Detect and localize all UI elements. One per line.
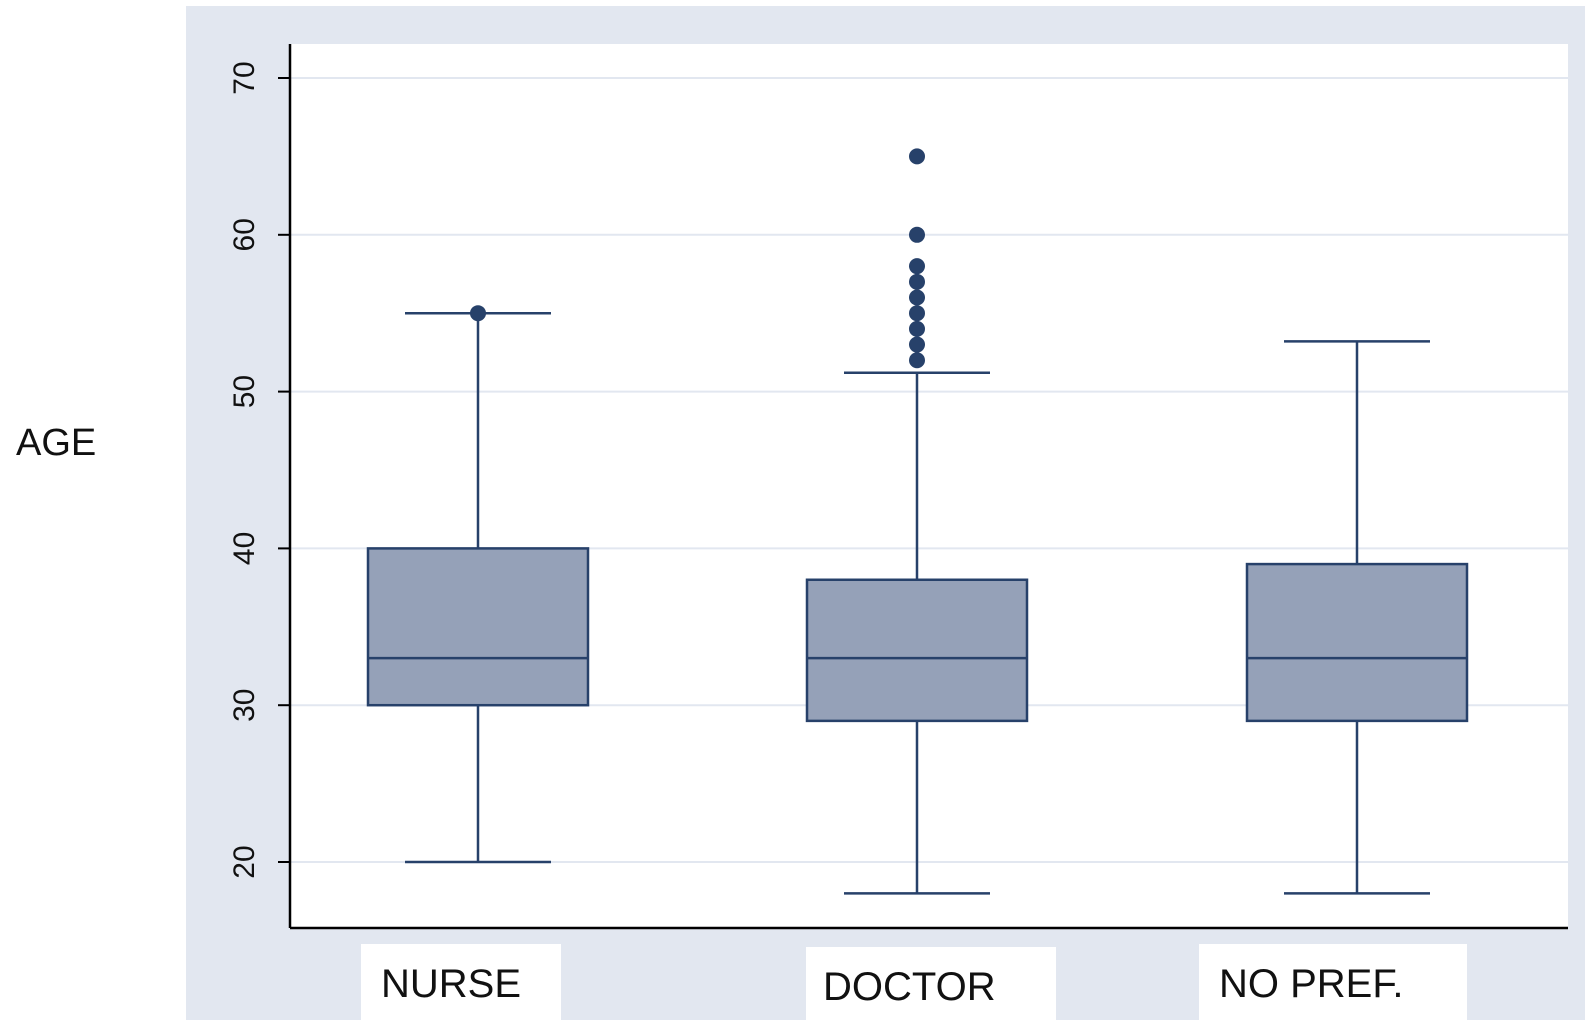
- x-tick-label-nopref-box: NO PREF.: [1199, 944, 1467, 1020]
- plot-area: [290, 44, 1568, 928]
- x-tick-label-doctor: DOCTOR: [823, 965, 996, 1009]
- x-tick-label-nopref: NO PREF.: [1219, 962, 1404, 1006]
- outlier-point-doctor: [909, 336, 925, 353]
- outlier-point-doctor: [909, 273, 925, 290]
- y-tick-label: 30: [228, 689, 261, 722]
- outlier-point-doctor: [909, 148, 925, 165]
- x-tick-label-nurse-box: NURSE: [361, 944, 561, 1020]
- y-tick-label: 20: [228, 845, 261, 878]
- y-tick-label: 60: [228, 218, 261, 251]
- y-tick-label: 70: [228, 61, 261, 94]
- outlier-point-doctor: [909, 226, 925, 243]
- outlier-point-doctor: [909, 320, 925, 337]
- y-tick-label: 50: [228, 375, 261, 408]
- outlier-point-doctor: [909, 305, 925, 322]
- box-doctor: [805, 578, 1029, 723]
- outlier-point-doctor: [909, 352, 925, 369]
- x-tick-label-doctor-box: DOCTOR: [806, 947, 1056, 1023]
- outlier-point-doctor: [909, 258, 925, 275]
- y-tick-label: 40: [228, 532, 261, 565]
- outlier-point-doctor: [909, 289, 925, 306]
- box-nurse: [366, 547, 590, 707]
- outlier-point-nurse: [470, 305, 486, 322]
- y-axis-label: AGE: [16, 422, 97, 464]
- x-tick-label-nurse: NURSE: [381, 962, 522, 1006]
- box-nopref: [1245, 562, 1469, 723]
